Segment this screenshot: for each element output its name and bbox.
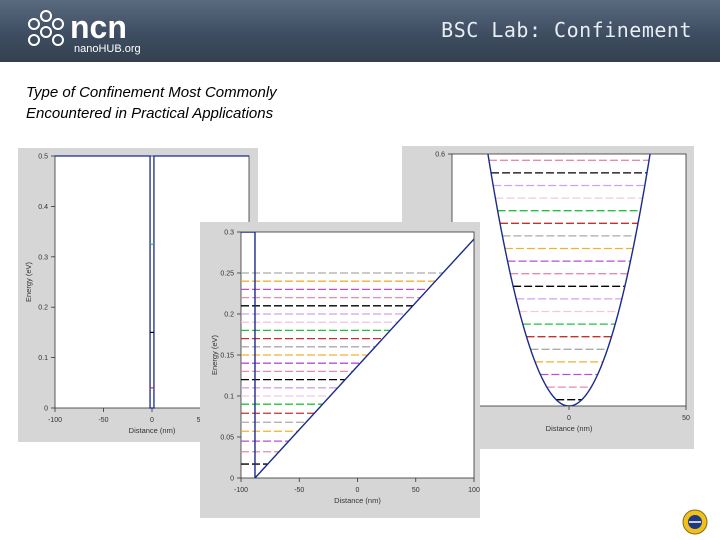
x-tick-label: -50	[98, 417, 108, 424]
x-tick-label: 0	[150, 417, 154, 424]
x-tick-label: -50	[294, 487, 304, 494]
y-tick-label: 0.05	[220, 435, 234, 442]
x-tick-label: -100	[234, 487, 248, 494]
y-tick-label: 0.4	[38, 204, 48, 211]
nanohub-logo: ncn nanoHUB.org	[28, 9, 141, 55]
logo-mark: ncn	[70, 9, 127, 45]
y-tick-label: 0.25	[220, 271, 234, 278]
logo-text: nanoHUB.org	[74, 43, 141, 55]
header-bar: ncn nanoHUB.org BSC Lab: Confinement	[0, 0, 720, 62]
y-tick-label: 0.6	[435, 152, 445, 159]
triangular-well-chart: -100 -50 0 50 100 0 0.05 0.1 0.15 0.2 0.25 0.3 Dista…	[200, 222, 480, 518]
potential-line	[487, 154, 651, 406]
y-tick-label: 0.3	[224, 230, 234, 237]
x-tick-label: 50	[682, 415, 690, 422]
y-tick-label: 0.1	[38, 355, 48, 362]
y-axis-label: Energy (eV)	[210, 334, 219, 375]
slide-title: BSC Lab: Confinement	[441, 18, 692, 42]
plot-area	[452, 154, 686, 406]
y-tick-label: 0.2	[38, 305, 48, 312]
x-axis-label: Distance (nm)	[129, 426, 176, 435]
y-tick-label: 0.15	[220, 353, 234, 360]
subtitle-line-2: Encountered in Practical Applications	[26, 105, 274, 122]
x-axis-label: Distance (nm)	[334, 496, 381, 505]
potential-line	[55, 155, 249, 409]
y-tick-label: 0	[44, 406, 48, 413]
y-tick-label: 0.1	[224, 394, 234, 401]
y-tick-label: 0	[230, 476, 234, 483]
subtitle-line-1: Type of Confinement Most Commonly	[26, 84, 277, 101]
y-tick-label: 0.2	[224, 312, 234, 319]
nsf-seal-icon	[682, 509, 708, 535]
y-tick-label: 0.3	[38, 254, 48, 261]
x-tick-label: -100	[48, 417, 62, 424]
x-tick-label: 50	[412, 487, 420, 494]
x-tick-label: 0	[567, 415, 571, 422]
slide-subtitle: Type of Confinement Most Commonly Encoun…	[26, 82, 366, 124]
x-axis-label: Distance (nm)	[546, 424, 593, 433]
x-tick-label: 0	[356, 487, 360, 494]
potential-line	[241, 232, 474, 478]
x-tick-label: 100	[468, 487, 480, 494]
y-tick-label: 0.5	[38, 154, 48, 161]
y-axis-label: Energy (eV)	[24, 261, 33, 302]
